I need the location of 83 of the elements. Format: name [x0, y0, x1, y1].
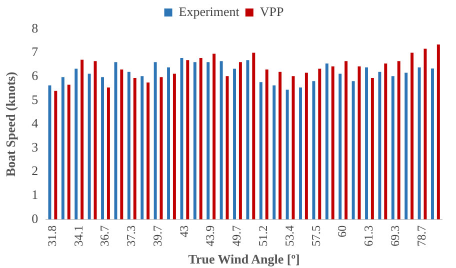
- bar: [370, 78, 374, 220]
- x-tick-label: 69.3: [388, 225, 402, 246]
- bar: [94, 61, 97, 220]
- bar: [246, 60, 250, 220]
- bar: [199, 58, 202, 220]
- bar: [304, 72, 308, 220]
- bar: [54, 90, 58, 220]
- bar: [378, 72, 382, 220]
- bar: [212, 54, 216, 220]
- bar: [384, 64, 388, 220]
- x-tick-label: 78.7: [414, 225, 428, 246]
- x-tick-label: 31.8: [44, 225, 59, 246]
- bar: [220, 61, 223, 220]
- bar: [48, 85, 52, 220]
- bar: [410, 52, 414, 220]
- x-tick-label: 37.3: [124, 225, 138, 246]
- bar: [127, 72, 130, 220]
- bar: [259, 82, 262, 220]
- bar: [391, 76, 394, 220]
- x-tick-label: 51.2: [256, 225, 270, 246]
- y-tick-label: 6: [32, 68, 39, 84]
- bar: [154, 62, 157, 220]
- x-tick-label: 36.7: [98, 225, 112, 246]
- bar: [252, 52, 256, 220]
- bar: [286, 90, 289, 220]
- y-tick-label: 1: [32, 187, 38, 202]
- bar: [233, 68, 236, 220]
- bar: [106, 88, 110, 220]
- bar: [206, 62, 210, 220]
- bar: [140, 76, 144, 220]
- bar: [133, 78, 136, 220]
- bar: [312, 81, 316, 220]
- bar: [352, 81, 355, 220]
- bar: [325, 64, 328, 220]
- bar: [404, 72, 408, 220]
- y-tick-label: 7: [32, 44, 39, 60]
- bar: [146, 82, 150, 220]
- bar: [61, 77, 64, 220]
- bar: [167, 67, 170, 220]
- bar: [331, 66, 334, 220]
- x-tick-label: 49.7: [230, 225, 244, 246]
- y-tick-label: 0: [32, 210, 38, 226]
- bar: [318, 68, 322, 220]
- y-tick-label: 8: [32, 20, 38, 36]
- bar: [431, 68, 434, 220]
- bar: [80, 60, 84, 220]
- bar: [88, 74, 91, 220]
- x-tick-label: 39.7: [150, 225, 164, 246]
- bar: [344, 61, 348, 220]
- x-tick-label: 43.9: [203, 225, 218, 246]
- bar: [101, 77, 104, 220]
- legend-label: VPP: [260, 4, 284, 19]
- bar: [180, 58, 184, 220]
- bar: [172, 74, 176, 220]
- bar: [186, 60, 190, 220]
- bar: [265, 69, 268, 220]
- y-axis-title: Boat Speed (knots): [3, 72, 18, 177]
- bar: [193, 62, 196, 220]
- x-tick-label: 43: [176, 225, 191, 238]
- bar: [436, 44, 440, 220]
- bar: [338, 74, 342, 220]
- y-tick-label: 5: [32, 92, 38, 107]
- bar: [67, 84, 70, 220]
- y-tick-label: 2: [32, 163, 38, 178]
- x-tick-label: 34.1: [71, 225, 86, 246]
- x-axis-title: True Wind Angle [º]: [188, 252, 300, 267]
- bar: [120, 69, 124, 220]
- x-tick-label: 60: [335, 225, 350, 238]
- bar: [365, 67, 368, 220]
- y-tick-label: 3: [32, 139, 38, 154]
- x-tick-label: 53.4: [282, 225, 296, 246]
- bar: [397, 61, 400, 220]
- bar: [238, 62, 242, 220]
- bar: [278, 72, 282, 220]
- legend-label: Experiment: [178, 4, 240, 19]
- bar: [114, 62, 118, 220]
- y-tick-label: 4: [32, 116, 39, 131]
- bar: [74, 68, 78, 220]
- x-tick-label: 61.3: [362, 225, 376, 246]
- bar: [299, 88, 302, 220]
- x-tick-label: 57.5: [308, 225, 323, 246]
- bar: [418, 67, 421, 220]
- bar: [272, 85, 276, 220]
